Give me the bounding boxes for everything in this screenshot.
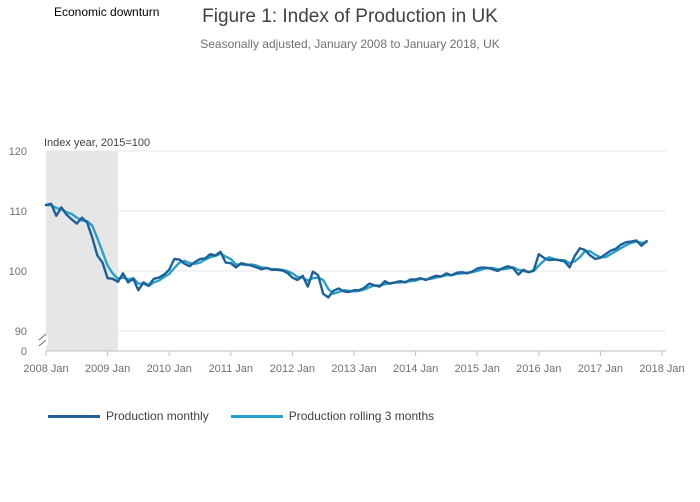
y-axis-label: Index year, 2015=100 — [44, 137, 150, 149]
axis-break-stroke — [38, 333, 47, 341]
x-tick-label: 2009 Jan — [85, 363, 130, 375]
x-tick-label: 2010 Jan — [147, 363, 192, 375]
x-tick-label: 2015 Jan — [455, 363, 500, 375]
downturn-shade — [46, 151, 118, 351]
y-tick-label: 90 — [15, 326, 27, 338]
x-tick-label: 2008 Jan — [23, 363, 68, 375]
y-tick-label-zero: 0 — [21, 346, 27, 358]
y-tick-label: 100 — [9, 266, 27, 278]
legend-item-rolling[interactable]: Production rolling 3 months — [230, 409, 435, 423]
legend-swatch-monthly — [48, 414, 100, 418]
x-tick-label: 2014 Jan — [393, 363, 438, 375]
series-line-monthly — [44, 202, 648, 299]
legend-label-rolling: Production rolling 3 months — [288, 409, 435, 423]
x-tick-label: 2018 Jan — [639, 363, 684, 375]
y-tick-label: 110 — [9, 206, 27, 218]
axis-break-icon — [36, 333, 48, 347]
chart-title: Figure 1: Index of Production in UK — [202, 6, 498, 27]
legend-swatch-rolling — [230, 414, 283, 418]
legend-item-monthly[interactable]: Production monthly — [48, 409, 209, 423]
legend-label-monthly: Production monthly — [106, 409, 209, 423]
x-tick-label: 2012 Jan — [270, 363, 315, 375]
chart-subtitle: Seasonally adjusted, January 2008 to Jan… — [200, 37, 500, 51]
x-tick-label: 2013 Jan — [331, 363, 376, 375]
x-tick-label: 2011 Jan — [209, 363, 253, 375]
x-tick-label: 2017 Jan — [578, 363, 623, 375]
axis-break-stroke — [38, 339, 47, 347]
axis-break-gap — [36, 336, 48, 345]
shaded-region-annotation: Economic downturn — [54, 5, 160, 19]
chart-legend: Production monthly Production rolling 3 … — [48, 409, 456, 423]
series-line-rolling — [44, 203, 648, 295]
x-tick-label: 2016 Jan — [516, 363, 561, 375]
y-tick-label: 120 — [9, 146, 27, 158]
